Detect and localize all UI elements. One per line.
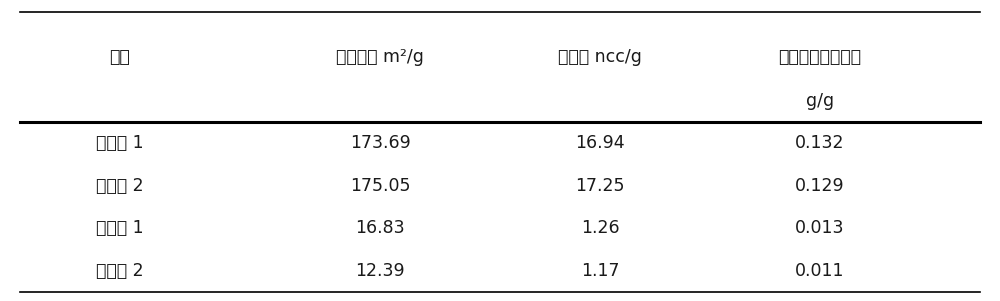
- Text: 0.132: 0.132: [795, 134, 845, 152]
- Text: 对比例 1: 对比例 1: [96, 219, 144, 237]
- Text: 0.011: 0.011: [795, 262, 845, 280]
- Text: 二氧化碳吸附能力: 二氧化碳吸附能力: [778, 48, 862, 66]
- Text: 0.129: 0.129: [795, 177, 845, 195]
- Text: 孔容积 ncc/g: 孔容积 ncc/g: [558, 48, 642, 66]
- Text: 173.69: 173.69: [350, 134, 410, 152]
- Text: 实施例 2: 实施例 2: [96, 177, 144, 195]
- Text: 0.013: 0.013: [795, 219, 845, 237]
- Text: 16.83: 16.83: [355, 219, 405, 237]
- Text: 12.39: 12.39: [355, 262, 405, 280]
- Text: 16.94: 16.94: [575, 134, 625, 152]
- Text: 实施例 1: 实施例 1: [96, 134, 144, 152]
- Text: g/g: g/g: [806, 92, 834, 110]
- Text: 对比例 2: 对比例 2: [96, 262, 144, 280]
- Text: 17.25: 17.25: [575, 177, 625, 195]
- Text: 样品: 样品: [110, 48, 130, 66]
- Text: 1.17: 1.17: [581, 262, 619, 280]
- Text: 1.26: 1.26: [581, 219, 619, 237]
- Text: 175.05: 175.05: [350, 177, 410, 195]
- Text: 比表面积 m²/g: 比表面积 m²/g: [336, 48, 424, 66]
